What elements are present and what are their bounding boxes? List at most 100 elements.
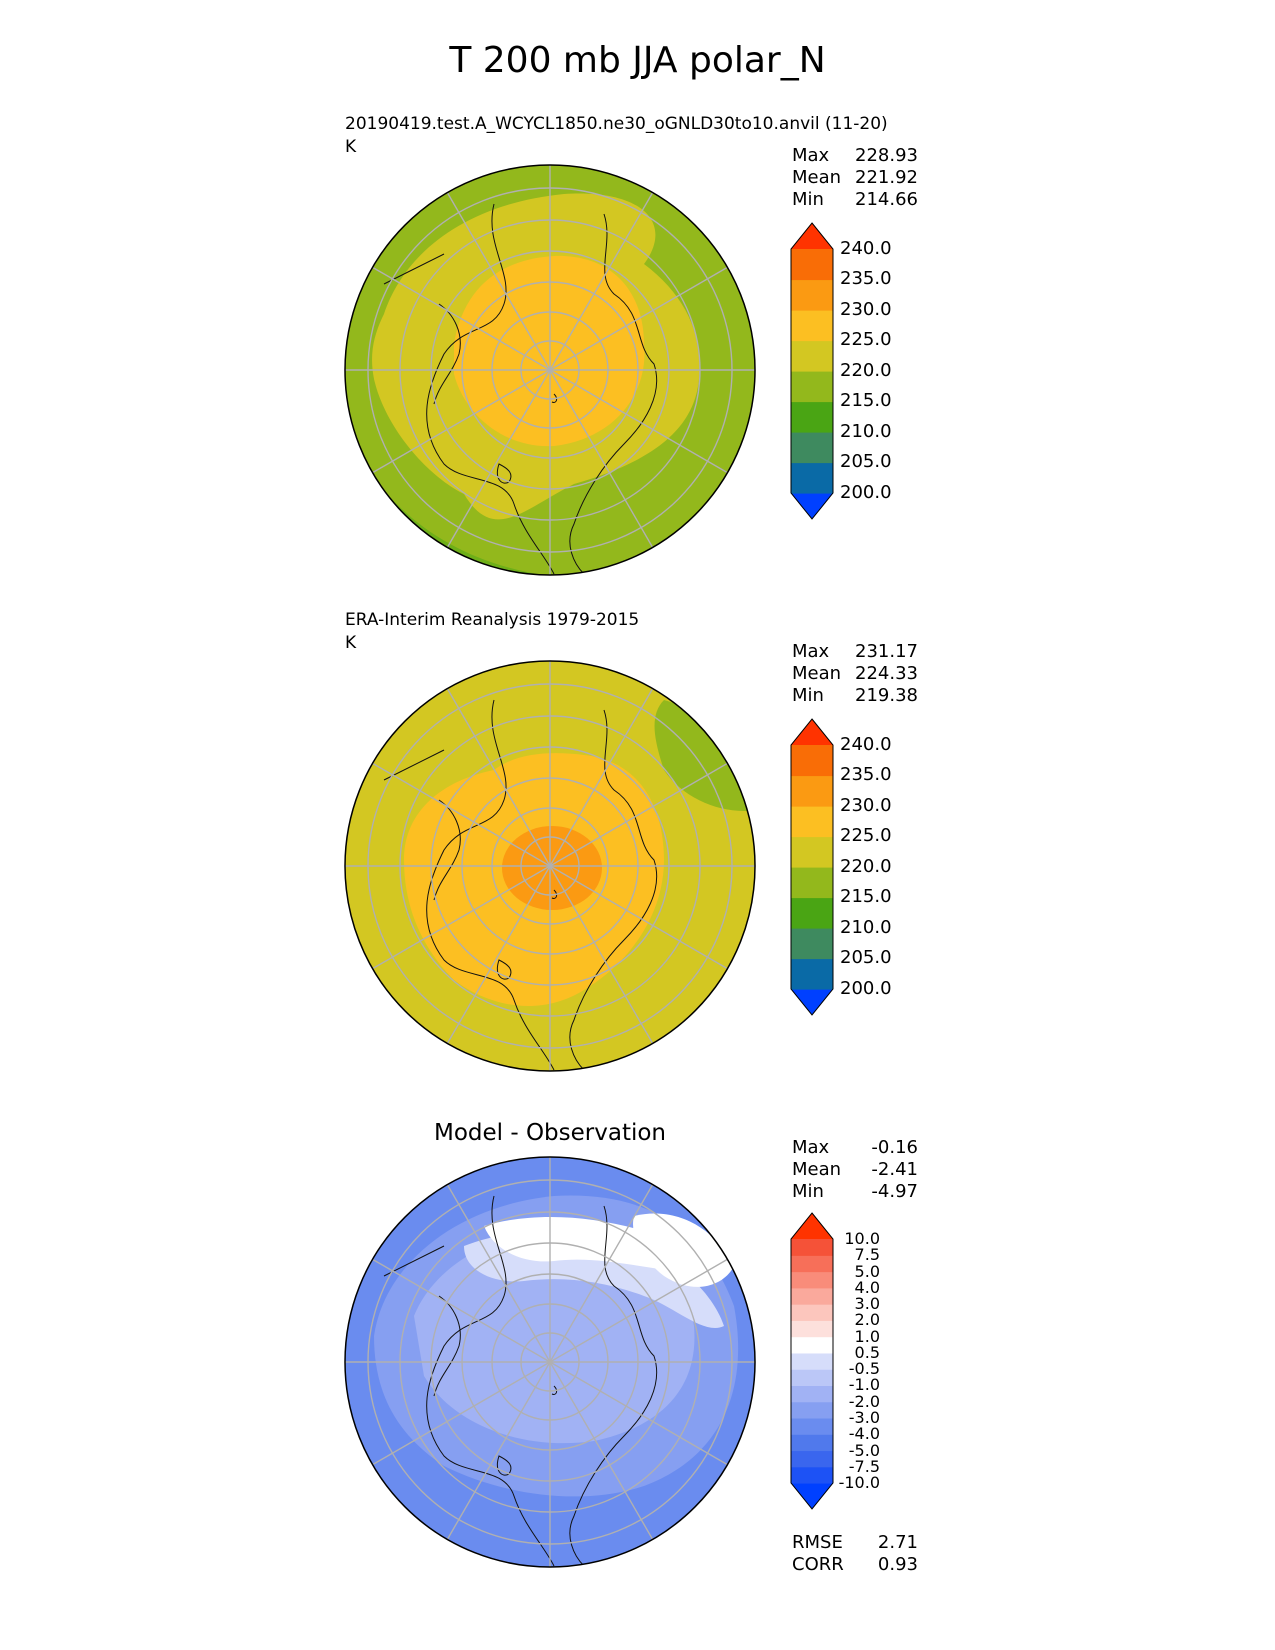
colorbar-extend-max (791, 223, 833, 249)
panel1-mean-value: 221.92 (855, 167, 918, 188)
colorbar-segment (791, 249, 833, 281)
band-215-220-pacific (654, 700, 755, 811)
colorbar-segment (791, 1304, 833, 1321)
panel2-max-label: Max (792, 641, 830, 662)
panel2-min-label: Min (792, 685, 824, 706)
colorbar-extend-min (791, 989, 833, 1015)
panel1-units: K (345, 137, 357, 157)
panel2-mean-value: 224.33 (855, 663, 918, 684)
colorbar-tick-label: 2.0 (854, 1310, 880, 1330)
colorbar-segment (791, 1369, 833, 1386)
colorbar-segment (791, 310, 833, 342)
colorbar-segment (791, 745, 833, 777)
colorbar-segment (791, 928, 833, 960)
panel3-rmse-label: RMSE (792, 1532, 843, 1553)
panel1-min-value: 214.66 (855, 189, 918, 210)
colorbar-segment (791, 279, 833, 311)
graticule (345, 1157, 755, 1567)
panel1-max-value: 228.93 (855, 145, 918, 166)
colorbar-segment (791, 867, 833, 899)
colorbar-tick-label: 230.0 (840, 298, 892, 320)
panel3-max-label: Max (792, 1137, 830, 1158)
colorbar-tick-label: 225.0 (840, 329, 892, 351)
map-boundary (344, 164, 756, 576)
colorbar-segment (791, 1417, 833, 1435)
colorbar-segment (791, 1466, 833, 1484)
colorbar-tick-label: 200.0 (840, 977, 892, 999)
panel2-units: K (345, 633, 357, 653)
panel2-max-value: 231.17 (855, 641, 918, 662)
colorbar-segment (791, 401, 833, 433)
band-225-230 (454, 255, 645, 447)
panel3-corr-label: CORR (792, 1554, 844, 1575)
colorbar-segment (791, 1336, 833, 1354)
colorbar-segment (791, 1434, 833, 1452)
colorbar-tick-label: 0.5 (854, 1342, 880, 1362)
colorbar-tick-label: 240.0 (840, 237, 892, 259)
colorbar-tick-label: -5.0 (848, 1440, 880, 1460)
band-minus0.5-0.5 (484, 1216, 683, 1271)
colorbar-tick-label: 220.0 (840, 359, 892, 381)
band-230-235 (502, 826, 602, 910)
panel3-title: Model - Observation (433, 1120, 667, 1146)
colorbar-tick-label: 240.0 (840, 733, 892, 755)
panel3-min-value: -4.97 (871, 1181, 918, 1202)
colorbar-tick-label: 210.0 (840, 916, 892, 938)
panel1-max-label: Max (792, 145, 830, 166)
panel3-colorbar (790, 1212, 834, 1510)
colorbar-segment (791, 1287, 833, 1305)
colorbar-segment (791, 897, 833, 929)
panel3-polar-map (344, 1156, 756, 1568)
panel2-polar-map (344, 660, 756, 1072)
colorbar-tick-label: -0.5 (848, 1359, 880, 1379)
panel2-subtitle: ERA-Interim Reanalysis 1979-2015 (345, 610, 640, 630)
colorbar-tick-label: 1.0 (854, 1326, 880, 1346)
colorbar-tick-label: 5.0 (854, 1261, 880, 1281)
colorbar-segment (791, 1271, 833, 1289)
colorbar-tick-label: -10.0 (838, 1473, 880, 1493)
colorbar-tick-label: 3.0 (854, 1294, 880, 1314)
colorbar-tick-label: 210.0 (840, 420, 892, 442)
colorbar-segment (791, 1352, 833, 1370)
colorbar-segment (791, 340, 833, 372)
panel1-min-label: Min (792, 189, 824, 210)
figure-title: T 200 mb JJA polar_N (449, 40, 826, 81)
panel3-mean-value: -2.41 (871, 1159, 918, 1180)
panel3-rmse-value: 2.71 (877, 1532, 918, 1553)
colorbar-tick-label: -2.0 (848, 1391, 880, 1411)
colorbar-segment (791, 775, 833, 807)
colorbar-tick-label: 220.0 (840, 855, 892, 877)
panel3-corr-value: 0.93 (877, 1554, 918, 1575)
colorbar-segment (791, 1450, 833, 1468)
panel1-subtitle: 20190419.test.A_WCYCL1850.ne30_oGNLD30to… (345, 114, 888, 134)
panel3-min-label: Min (792, 1181, 824, 1202)
colorbar-extend-max (791, 1213, 833, 1239)
colorbar-segment (791, 958, 833, 990)
colorbar-tick-label: 215.0 (840, 390, 892, 412)
colorbar-outline (790, 222, 834, 520)
colorbar-tick-label: -4.0 (848, 1424, 880, 1444)
colorbar-tick-label: 7.5 (854, 1245, 880, 1265)
colorbar-segment (791, 1320, 833, 1338)
map-boundary (344, 1156, 756, 1568)
colorbar-tick-label: 215.0 (840, 886, 892, 908)
colorbar-tick-label: 4.0 (854, 1277, 880, 1297)
panel1-mean-label: Mean (792, 167, 842, 188)
colorbar-segment (791, 1255, 833, 1273)
graticule (345, 165, 755, 575)
panel2-min-value: 219.38 (855, 685, 918, 706)
colorbar-segment (791, 1401, 833, 1419)
colorbar-segment (791, 806, 833, 838)
colorbar-segment (791, 1239, 833, 1256)
colorbar-outline (790, 718, 834, 1016)
colorbar-tick-label: 205.0 (840, 947, 892, 969)
colorbar-tick-label: 205.0 (840, 451, 892, 473)
colorbar-tick-label: -3.0 (848, 1408, 880, 1427)
colorbar-extend-max (791, 719, 833, 745)
colorbar-segment (791, 432, 833, 464)
colorbar-tick-label: -7.5 (848, 1456, 880, 1476)
colorbar-tick-label: 225.0 (840, 825, 892, 847)
colorbar-extend-min (791, 1483, 833, 1509)
colorbar-tick-label: 235.0 (840, 764, 892, 786)
colorbar-segment (791, 1385, 833, 1403)
